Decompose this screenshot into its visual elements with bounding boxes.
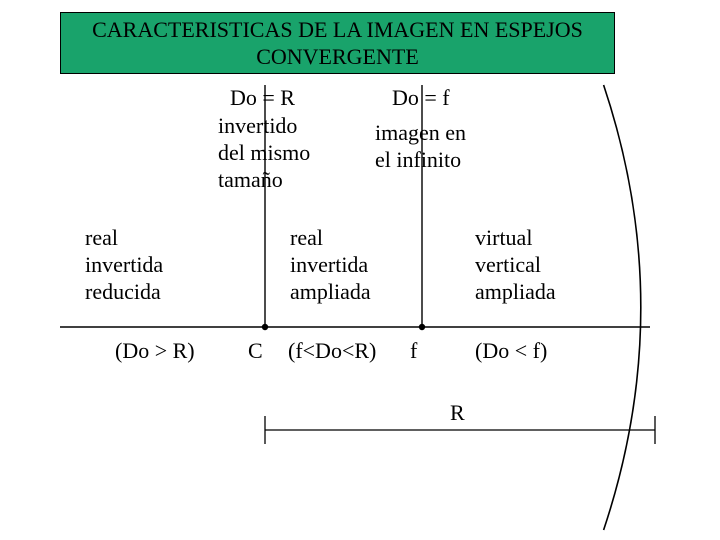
col1-line1: invertido [218,113,297,139]
col1-line3: tamaño [218,167,283,193]
title-box: CARACTERISTICAS DE LA IMAGEN EN ESPEJOS … [60,12,615,74]
title-text: CARACTERISTICAS DE LA IMAGEN EN ESPEJOS … [69,16,606,71]
point-C [262,324,268,330]
col2-line1: imagen en [375,120,466,146]
mid-left-l2: invertida [85,252,163,278]
mid-right-l1: virtual [475,225,532,251]
mid-left-l3: reducida [85,279,161,305]
region-f-lt-do-lt-R: (f<Do<R) [288,338,376,364]
label-C: C [248,338,263,364]
col2-line2: el infinito [375,147,461,173]
mid-center-l2: invertida [290,252,368,278]
mid-right-l2: vertical [475,252,541,278]
heading-do-eq-f: Do = f [392,85,450,111]
mid-center-l3: ampliada [290,279,371,305]
region-do-gt-R: (Do > R) [115,338,195,364]
mid-right-l3: ampliada [475,279,556,305]
col1-line2: del mismo [218,140,310,166]
mid-left-l1: real [85,225,118,251]
point-f [419,324,425,330]
mid-center-l1: real [290,225,323,251]
mirror-arc [604,85,641,530]
heading-do-eq-R: Do = R [230,85,295,111]
label-f: f [410,338,417,364]
label-R: R [450,400,465,426]
region-do-lt-f: (Do < f) [475,338,547,364]
